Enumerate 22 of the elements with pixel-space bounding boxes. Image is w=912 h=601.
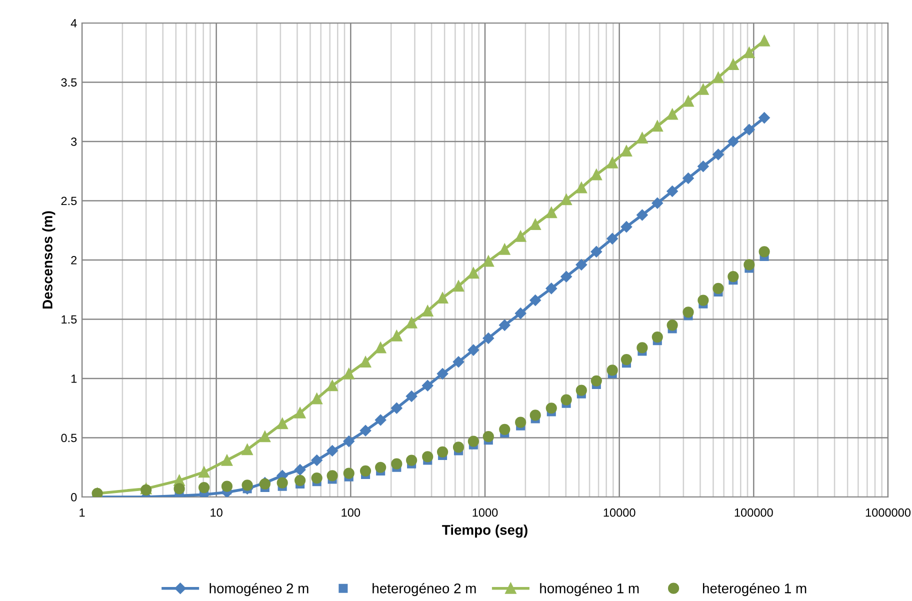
x-tick-label: 100000 bbox=[734, 508, 773, 517]
y-tick-label: 3 bbox=[71, 138, 77, 146]
x-axis-title: Tiempo (seg) bbox=[442, 524, 528, 538]
y-tick-label: 4 bbox=[70, 19, 77, 28]
x-tick-label: 100 bbox=[342, 508, 360, 517]
x-tick-label: 1000 bbox=[472, 508, 498, 517]
y-axis-title: Descensos (m) bbox=[42, 211, 56, 308]
legend-label: homogéneo 1 m bbox=[540, 582, 639, 596]
x-tick-label: 1000000 bbox=[866, 508, 911, 517]
y-tick-label: 3.5 bbox=[61, 78, 77, 87]
x-tick-label: 10000 bbox=[604, 508, 636, 517]
y-tick-label: 1.5 bbox=[62, 315, 77, 324]
legend-label: heterogéneo 1 m bbox=[702, 582, 806, 596]
legend-label: homogéneo 2 m bbox=[210, 582, 308, 596]
y-tick-label: 0.5 bbox=[61, 434, 77, 442]
x-tick-label: 1 bbox=[80, 508, 85, 517]
y-tick-label: 1 bbox=[71, 374, 77, 383]
x-tick-label: 10 bbox=[210, 508, 222, 517]
y-tick-label: 0 bbox=[71, 493, 77, 502]
y-tick-label: 2 bbox=[71, 256, 77, 264]
y-tick-label: 2.5 bbox=[61, 196, 77, 206]
legend-label: heterogéneo 2 m bbox=[372, 582, 476, 596]
